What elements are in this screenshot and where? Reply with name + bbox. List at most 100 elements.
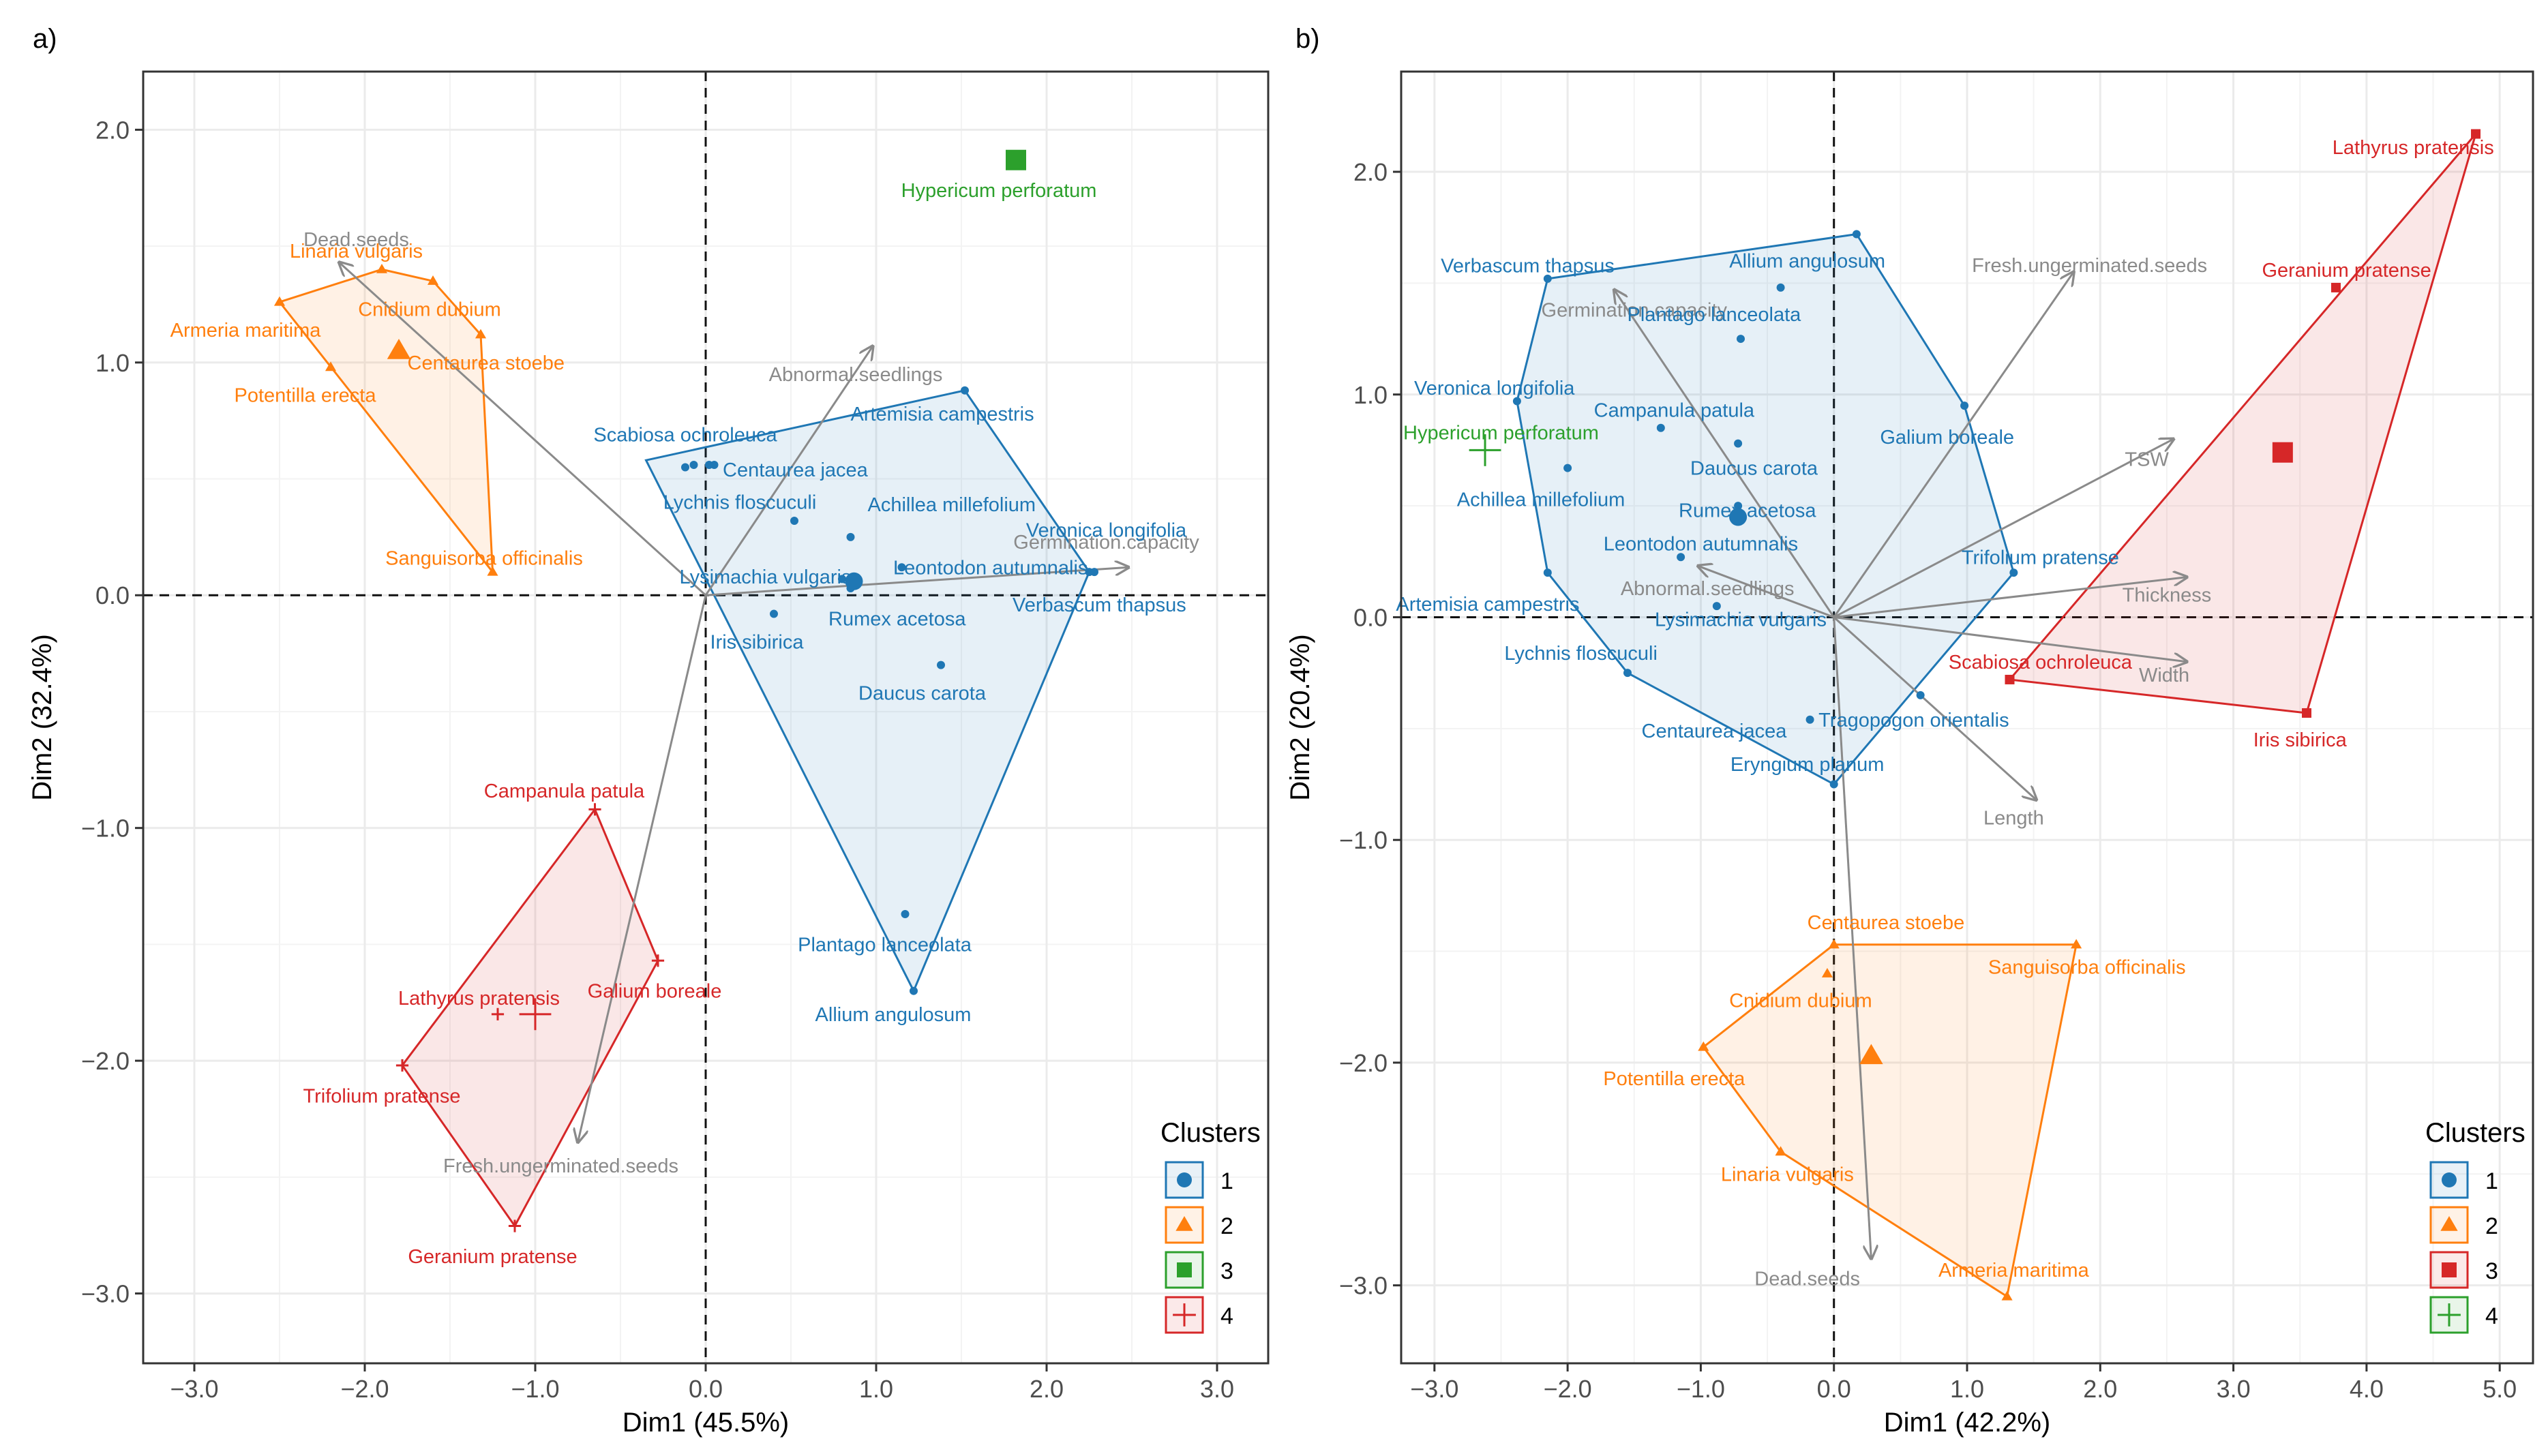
legend-cross-icon: [2438, 1303, 2461, 1326]
panel-border: [1400, 70, 2534, 1365]
panel-border: [142, 70, 1270, 1365]
point-scabiosa-ochroleuca: [681, 463, 689, 472]
arrow-label: Dead.seeds: [1754, 1269, 1860, 1290]
point-linaria-vulgaris: [1775, 1146, 1786, 1156]
panel-label: a): [33, 24, 57, 54]
legend-label: 3: [1220, 1258, 1233, 1284]
x-tick-label: 2.0: [1030, 1375, 1064, 1403]
point-label: Galium boreale: [1880, 427, 2014, 449]
cluster-2-centroid: [387, 339, 411, 359]
point: [689, 461, 698, 470]
y-tick-label: −3.0: [1339, 1272, 1388, 1300]
point-verbascum-thapsus: [1090, 568, 1098, 577]
arrow-abnormal-seedlings: Abnormal.seedlings: [1621, 566, 1835, 618]
arrow-line: [1698, 566, 1835, 618]
point-label: Iris sibirica: [2253, 729, 2348, 751]
point-label: Artemisia campestris: [851, 404, 1034, 425]
point-label: Linaria vulgaris: [290, 241, 423, 262]
point-label: Veronica longifolia: [1026, 520, 1187, 542]
legend-entry-4: 4: [2429, 1296, 2498, 1334]
panel-label: b): [1295, 24, 1320, 54]
arrow-line: [704, 346, 873, 596]
arrow-line: [1833, 439, 2174, 618]
arrow-label: Germination.capacity: [1542, 299, 1728, 321]
point-label: Scabiosa ochroleuca: [593, 425, 777, 446]
point-verbascum-thapsus: [1543, 274, 1552, 283]
legend-label: 2: [2485, 1213, 2498, 1239]
legend-cross-icon: [1173, 1303, 1196, 1326]
point-allium-angulosum: [1776, 283, 1785, 292]
point-veronica-longifolia: [1512, 397, 1521, 406]
arrow-line: [340, 262, 707, 596]
legend-entry-2: 2: [2429, 1206, 2498, 1244]
x-tick-label: 2.0: [2083, 1375, 2117, 1403]
point-label: Rumex acetosa: [1679, 500, 1816, 522]
point-linaria-vulgaris: [376, 263, 388, 273]
point-label: Scabiosa ochroleuca: [1949, 652, 2133, 673]
point-label: Plantago lanceolata: [1628, 304, 1802, 326]
point-sanguisorba-officinalis: [487, 566, 498, 576]
legend: Clusters 1 2 3 4: [1160, 1118, 1261, 1334]
arrow-germination-capacity: Germination.capacity: [1542, 290, 1835, 618]
gridlines: [1401, 72, 2533, 1363]
legend-entry-2: 2: [1165, 1206, 1233, 1244]
panel-b: b) −3.0 −2.0 −1.0 0.0 1.0 2.0 3.0 4.0 5.0 −3.0 −2.0…: [1285, 24, 2534, 1438]
point-lychnis-floscuculi: [790, 516, 798, 525]
legend-entry-1: 1: [2429, 1161, 2498, 1199]
y-tick-label: 1.0: [1353, 381, 1388, 409]
point-potentilla-erecta: [325, 361, 337, 371]
cluster-2-centroid: [1859, 1044, 1883, 1065]
panel-a: a) −3.0 −2.0 −1.0 0.0 1.0 2.0 3.0 −3.0 −2.0 −1.0 0.…: [27, 24, 1270, 1438]
x-tick-label: −2.0: [340, 1375, 389, 1403]
cluster-2-hull: [1702, 943, 2078, 1299]
x-tick-label: −1.0: [1677, 1375, 1725, 1403]
point-label: Trifolium pratense: [303, 1085, 460, 1107]
legend-circle-icon: [2442, 1172, 2457, 1187]
y-tick-label: −2.0: [81, 1047, 130, 1075]
point-label: Lysimachia vulgaris: [680, 566, 852, 588]
point-armeria-maritima: [273, 296, 286, 306]
point: [1852, 230, 1861, 239]
point-galium-boreale: [651, 954, 665, 967]
point-armeria-maritima: [2001, 1290, 2013, 1301]
point-label: Rumex acetosa: [828, 608, 966, 630]
x-tick-label: 4.0: [2350, 1375, 2384, 1403]
legend-label: 4: [1220, 1303, 1233, 1329]
point-label: Tragopogon orientalis: [1818, 710, 2009, 731]
point-label: Armeria maritima: [1938, 1260, 2090, 1281]
arrow-abnormal-seedlings: Abnormal.seedlings: [704, 346, 942, 596]
cluster-2: Linaria vulgaris Cnidium dubium Armeria ma…: [170, 241, 583, 576]
cluster-3-hull: [2007, 133, 2477, 714]
x-tick-label: −3.0: [170, 1375, 218, 1403]
point-label: Geranium pratense: [2262, 260, 2431, 282]
point-achillea-millefolium: [1563, 464, 1572, 472]
arrow-fresh-ungerminated-seeds: Fresh.ungerminated.seeds: [443, 594, 707, 1177]
point-campanula-patula: [1656, 423, 1665, 432]
point-plantago-lanceolata: [1737, 335, 1745, 344]
point-label: Centaurea stoebe: [408, 352, 565, 374]
point-campanula-patula: [588, 803, 601, 816]
point-label: Iris sibirica: [710, 632, 805, 654]
point-label: Allium angulosum: [815, 1004, 972, 1026]
x-tick-label: 3.0: [1200, 1375, 1234, 1403]
cluster-4: Hypericum perforatum: [1403, 422, 1599, 466]
arrow-line: [1614, 290, 1835, 618]
y-tick-label: 1.0: [95, 349, 130, 377]
legend-square-icon: [1177, 1262, 1192, 1277]
cluster-3-centroid: [2272, 442, 2293, 463]
cluster-1: Scabiosa ochroleuca Centaurea jacea Artemi…: [593, 386, 1187, 1026]
legend-title: Clusters: [1160, 1118, 1261, 1148]
point-lysimachia-vulgaris: [838, 575, 846, 583]
point-label: Centaurea jacea: [1642, 721, 1788, 742]
point-label: Verbascum thapsus: [1441, 255, 1615, 277]
legend-label: 1: [2485, 1168, 2498, 1194]
cluster-2: Centaurea stoebe Sanguisorba officinalis C…: [1603, 912, 2186, 1301]
point-label: Linaria vulgaris: [1721, 1164, 1854, 1185]
x-axis-title: Dim1 (45.5%): [623, 1408, 790, 1438]
x-tick-label: 1.0: [1950, 1375, 1984, 1403]
arrow-label: Width: [2139, 665, 2189, 686]
point-rumex-acetosa: [1734, 502, 1743, 511]
point-achillea-millefolium: [846, 532, 855, 541]
arrow-line: [1833, 577, 2187, 618]
